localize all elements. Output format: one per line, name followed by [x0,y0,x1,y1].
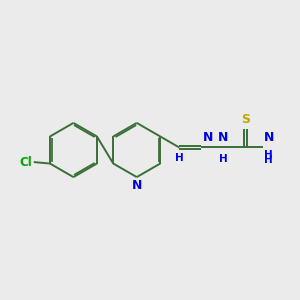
Text: N: N [203,131,213,144]
Text: H: H [264,150,273,160]
Text: N: N [132,179,142,192]
Text: N: N [218,131,229,144]
Text: H: H [264,155,273,165]
Text: S: S [241,113,250,126]
Text: H: H [219,154,228,164]
Text: Cl: Cl [20,156,32,169]
Text: N: N [264,131,274,144]
Text: H: H [175,153,184,163]
